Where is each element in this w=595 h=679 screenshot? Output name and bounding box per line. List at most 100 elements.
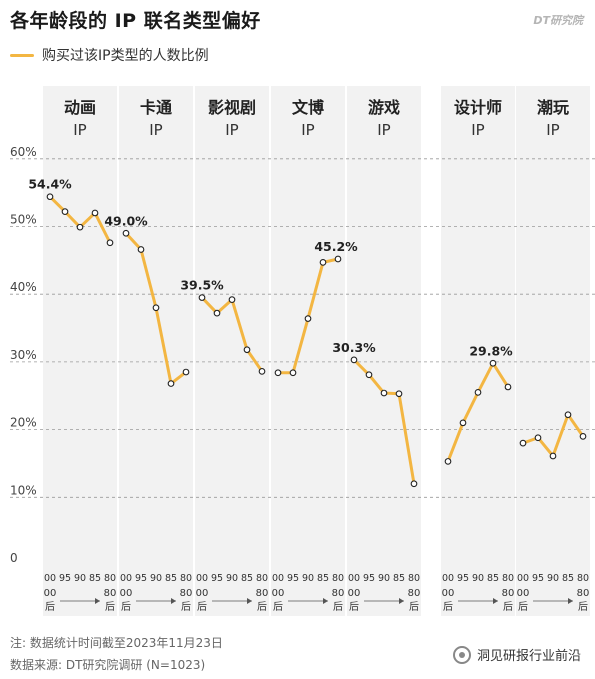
y-tick-label: 20% xyxy=(10,416,37,430)
x-tick-label: 95 xyxy=(211,573,223,584)
x-group-end: 80 xyxy=(577,588,590,599)
x-tick-label: 90 xyxy=(547,573,559,584)
x-group-start: 00 xyxy=(120,588,133,599)
x-tick-label: 90 xyxy=(150,573,162,584)
data-point xyxy=(199,295,205,301)
x-group-end: 80 xyxy=(408,588,421,599)
x-group-start-suffix: 后 xyxy=(197,601,207,613)
x-tick-label: 90 xyxy=(302,573,314,584)
data-point xyxy=(214,310,220,316)
x-tick-label: 95 xyxy=(457,573,469,584)
x-tick-label: 85 xyxy=(241,573,253,584)
series-name-suffix: IP xyxy=(225,121,238,139)
x-group-end-suffix: 后 xyxy=(409,601,419,613)
x-tick-label: 00 xyxy=(517,573,529,584)
data-point xyxy=(183,369,189,375)
series-name: 卡通 xyxy=(140,98,172,117)
x-tick-label: 00 xyxy=(348,573,360,584)
data-point xyxy=(259,369,265,375)
data-label: 39.5% xyxy=(180,278,224,293)
x-group-start: 00 xyxy=(196,588,209,599)
x-tick-label: 00 xyxy=(120,573,132,584)
y-tick-label: 50% xyxy=(10,213,37,227)
wechat-icon xyxy=(453,646,471,664)
x-tick-label: 80 xyxy=(332,573,344,584)
data-point xyxy=(460,420,466,426)
x-tick-label: 90 xyxy=(378,573,390,584)
x-tick-label: 80 xyxy=(502,573,514,584)
series-name: 文博 xyxy=(292,98,324,117)
y-tick-label: 0 xyxy=(10,551,18,565)
x-group-start: 00 xyxy=(517,588,530,599)
x-group-end-suffix: 后 xyxy=(181,601,191,613)
data-point xyxy=(565,412,571,418)
x-tick-label: 85 xyxy=(487,573,499,584)
x-tick-label: 90 xyxy=(74,573,86,584)
x-group-end-suffix: 后 xyxy=(257,601,267,613)
y-tick-label: 60% xyxy=(10,145,37,159)
x-group-start-suffix: 后 xyxy=(273,601,283,613)
series-name-suffix: IP xyxy=(377,121,390,139)
data-label: 49.0% xyxy=(104,213,148,228)
data-point xyxy=(335,256,341,262)
data-point xyxy=(305,316,311,322)
data-label: 30.3% xyxy=(332,340,376,355)
series-name: 设计师 xyxy=(454,98,502,117)
x-tick-label: 80 xyxy=(408,573,420,584)
x-tick-label: 90 xyxy=(472,573,484,584)
x-tick-label: 85 xyxy=(393,573,405,584)
series-name-suffix: IP xyxy=(73,121,86,139)
data-point xyxy=(62,209,68,215)
x-tick-label: 95 xyxy=(135,573,147,584)
x-group-start-suffix: 后 xyxy=(518,601,528,613)
x-group-start-suffix: 后 xyxy=(349,601,359,613)
data-label: 54.4% xyxy=(28,177,72,192)
series-name: 游戏 xyxy=(368,98,400,117)
panel-bg xyxy=(43,86,117,616)
data-point xyxy=(107,240,113,246)
data-point xyxy=(411,481,417,487)
data-point xyxy=(123,230,129,236)
x-tick-label: 00 xyxy=(196,573,208,584)
panel-bg xyxy=(195,86,269,616)
x-tick-label: 00 xyxy=(44,573,56,584)
x-group-start: 00 xyxy=(348,588,361,599)
x-group-end-suffix: 后 xyxy=(503,601,513,613)
series-name-suffix: IP xyxy=(546,121,559,139)
data-point xyxy=(290,370,296,376)
x-tick-label: 00 xyxy=(442,573,454,584)
x-group-end-suffix: 后 xyxy=(333,601,343,613)
y-tick-label: 30% xyxy=(10,348,37,362)
data-source: 数据来源: DT研究院调研 (N=1023) xyxy=(10,656,205,673)
x-group-start-suffix: 后 xyxy=(45,601,55,613)
y-tick-label: 40% xyxy=(10,280,37,294)
x-tick-label: 85 xyxy=(89,573,101,584)
x-group-end: 80 xyxy=(332,588,345,599)
series-name-suffix: IP xyxy=(149,121,162,139)
x-tick-label: 95 xyxy=(287,573,299,584)
x-tick-label: 85 xyxy=(165,573,177,584)
x-group-end: 80 xyxy=(256,588,269,599)
x-group-end-suffix: 后 xyxy=(578,601,588,613)
data-point xyxy=(520,440,526,446)
data-point xyxy=(168,381,174,387)
series-name-suffix: IP xyxy=(471,121,484,139)
footnote: 注: 数据统计时间截至2023年11月23日 xyxy=(10,634,223,651)
watermark-text: 洞见研报行业前沿 xyxy=(477,645,581,664)
data-point xyxy=(244,347,250,353)
data-point xyxy=(580,434,586,440)
x-tick-label: 90 xyxy=(226,573,238,584)
x-group-end: 80 xyxy=(104,588,117,599)
x-group-end: 80 xyxy=(180,588,193,599)
x-group-end-suffix: 后 xyxy=(105,601,115,613)
series-name: 潮玩 xyxy=(537,98,569,117)
data-point xyxy=(381,390,387,396)
y-tick-label: 10% xyxy=(10,483,37,497)
data-point xyxy=(490,360,496,366)
data-point xyxy=(396,391,402,397)
x-tick-label: 95 xyxy=(532,573,544,584)
series-name: 动画 xyxy=(64,98,96,117)
data-point xyxy=(366,372,372,378)
data-point xyxy=(505,384,511,390)
